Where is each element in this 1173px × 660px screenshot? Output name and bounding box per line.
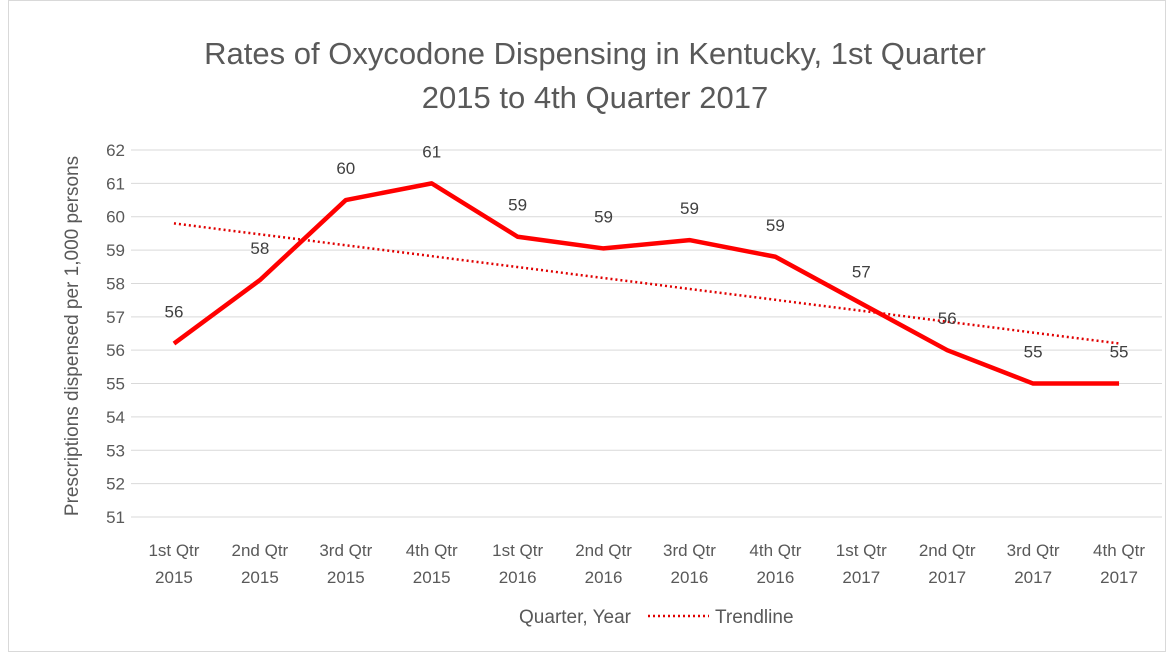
y-tick-label: 62 <box>106 141 125 160</box>
x-tick-year: 2016 <box>499 568 537 587</box>
chart-title-line-2: 2015 to 4th Quarter 2017 <box>422 80 768 115</box>
x-tick-quarter: 2nd Qtr <box>232 541 289 560</box>
y-axis-ticks: 51 52 53 54 55 56 57 58 59 60 61 62 <box>106 141 125 527</box>
y-tick-label: 55 <box>106 375 125 394</box>
x-tick-label: 1st Qtr 2015 <box>148 541 199 587</box>
data-label: 59 <box>766 216 785 235</box>
x-tick-year: 2015 <box>155 568 193 587</box>
chart-frame: Rates of Oxycodone Dispensing in Kentuck… <box>8 0 1166 652</box>
x-tick-label: 3rd Qtr 2016 <box>663 541 716 587</box>
x-tick-label: 1st Qtr 2017 <box>836 541 887 587</box>
x-tick-quarter: 4th Qtr <box>406 541 458 560</box>
x-tick-quarter: 4th Qtr <box>1093 541 1145 560</box>
x-tick-label: 2nd Qtr 2015 <box>232 541 289 587</box>
data-label: 59 <box>508 196 527 215</box>
y-tick-label: 61 <box>106 174 125 193</box>
x-axis-label: Quarter, Year <box>519 607 632 628</box>
x-tick-label: 4th Qtr 2015 <box>406 541 458 587</box>
x-tick-quarter: 1st Qtr <box>836 541 887 560</box>
x-tick-year: 2015 <box>327 568 365 587</box>
x-tick-year: 2017 <box>928 568 966 587</box>
chart-title: Rates of Oxycodone Dispensing in Kentuck… <box>204 36 986 115</box>
legend-trendline-label: Trendline <box>715 607 794 628</box>
x-tick-label: 2nd Qtr 2017 <box>919 541 976 587</box>
data-label: 60 <box>336 159 355 178</box>
gridlines <box>131 150 1162 517</box>
line-chart: Rates of Oxycodone Dispensing in Kentuck… <box>9 1 1173 660</box>
x-tick-year: 2015 <box>413 568 451 587</box>
x-tick-quarter: 3rd Qtr <box>1007 541 1060 560</box>
y-tick-label: 57 <box>106 308 125 327</box>
data-label: 57 <box>852 262 871 281</box>
data-label: 58 <box>250 239 269 258</box>
x-tick-label: 4th Qtr 2016 <box>749 541 801 587</box>
data-label: 59 <box>594 207 613 226</box>
x-tick-year: 2015 <box>241 568 279 587</box>
x-tick-quarter: 3rd Qtr <box>319 541 372 560</box>
x-tick-quarter: 2nd Qtr <box>919 541 976 560</box>
y-tick-label: 53 <box>106 441 125 460</box>
x-tick-quarter: 1st Qtr <box>492 541 543 560</box>
x-tick-quarter: 1st Qtr <box>148 541 199 560</box>
x-tick-quarter: 2nd Qtr <box>575 541 632 560</box>
x-tick-year: 2016 <box>756 568 794 587</box>
data-label: 59 <box>680 199 699 218</box>
y-tick-label: 59 <box>106 241 125 260</box>
y-tick-label: 52 <box>106 475 125 494</box>
data-label: 55 <box>1110 343 1129 362</box>
x-tick-label: 3rd Qtr 2015 <box>319 541 372 587</box>
x-tick-year: 2017 <box>1014 568 1052 587</box>
y-tick-label: 58 <box>106 274 125 293</box>
chart-title-line-1: Rates of Oxycodone Dispensing in Kentuck… <box>204 36 986 71</box>
data-label: 61 <box>422 142 441 161</box>
y-axis-label: Prescriptions dispensed per 1,000 person… <box>62 156 83 516</box>
data-label: 56 <box>164 303 183 322</box>
x-tick-quarter: 4th Qtr <box>749 541 801 560</box>
x-tick-quarter: 3rd Qtr <box>663 541 716 560</box>
y-tick-label: 54 <box>106 408 125 427</box>
x-tick-year: 2016 <box>671 568 709 587</box>
y-tick-label: 56 <box>106 341 125 360</box>
data-label: 55 <box>1024 343 1043 362</box>
data-label: 56 <box>938 309 957 328</box>
data-labels: 56 58 60 61 59 59 59 59 57 56 55 55 <box>164 142 1128 361</box>
x-tick-label: 3rd Qtr 2017 <box>1007 541 1060 587</box>
x-tick-label: 2nd Qtr 2016 <box>575 541 632 587</box>
y-tick-label: 51 <box>106 508 125 527</box>
x-tick-year: 2017 <box>842 568 880 587</box>
x-tick-label: 4th Qtr 2017 <box>1093 541 1145 587</box>
x-tick-year: 2016 <box>585 568 623 587</box>
x-tick-label: 1st Qtr 2016 <box>492 541 543 587</box>
legend: Quarter, Year Trendline <box>519 607 793 628</box>
y-tick-label: 60 <box>106 208 125 227</box>
x-tick-year: 2017 <box>1100 568 1138 587</box>
